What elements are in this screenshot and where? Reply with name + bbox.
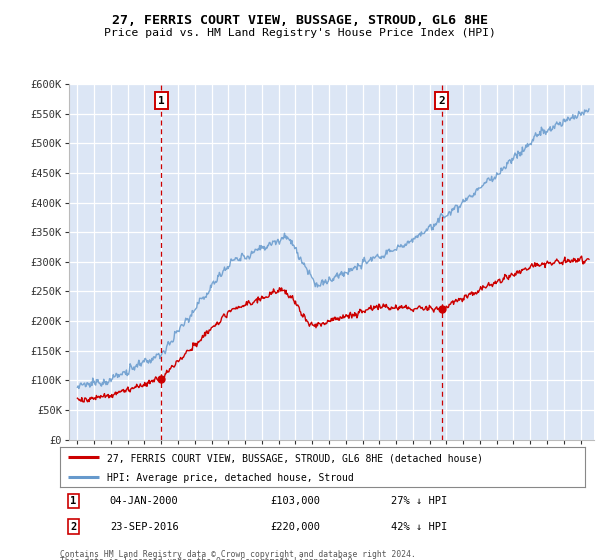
Text: This data is licensed under the Open Government Licence v3.0.: This data is licensed under the Open Gov…	[60, 557, 358, 560]
Text: 27% ↓ HPI: 27% ↓ HPI	[391, 496, 447, 506]
Text: 2: 2	[439, 96, 445, 106]
Text: £103,000: £103,000	[270, 496, 320, 506]
Text: 2: 2	[70, 522, 76, 531]
Text: Contains HM Land Registry data © Crown copyright and database right 2024.: Contains HM Land Registry data © Crown c…	[60, 550, 416, 559]
Text: 27, FERRIS COURT VIEW, BUSSAGE, STROUD, GL6 8HE (detached house): 27, FERRIS COURT VIEW, BUSSAGE, STROUD, …	[107, 453, 483, 463]
Text: 42% ↓ HPI: 42% ↓ HPI	[391, 522, 447, 531]
Text: 1: 1	[70, 496, 76, 506]
Text: 04-JAN-2000: 04-JAN-2000	[110, 496, 179, 506]
Text: Price paid vs. HM Land Registry's House Price Index (HPI): Price paid vs. HM Land Registry's House …	[104, 28, 496, 38]
Text: 1: 1	[158, 96, 165, 106]
Text: 23-SEP-2016: 23-SEP-2016	[110, 522, 179, 531]
Text: 27, FERRIS COURT VIEW, BUSSAGE, STROUD, GL6 8HE: 27, FERRIS COURT VIEW, BUSSAGE, STROUD, …	[112, 14, 488, 27]
Text: £220,000: £220,000	[270, 522, 320, 531]
Text: HPI: Average price, detached house, Stroud: HPI: Average price, detached house, Stro…	[107, 473, 354, 483]
